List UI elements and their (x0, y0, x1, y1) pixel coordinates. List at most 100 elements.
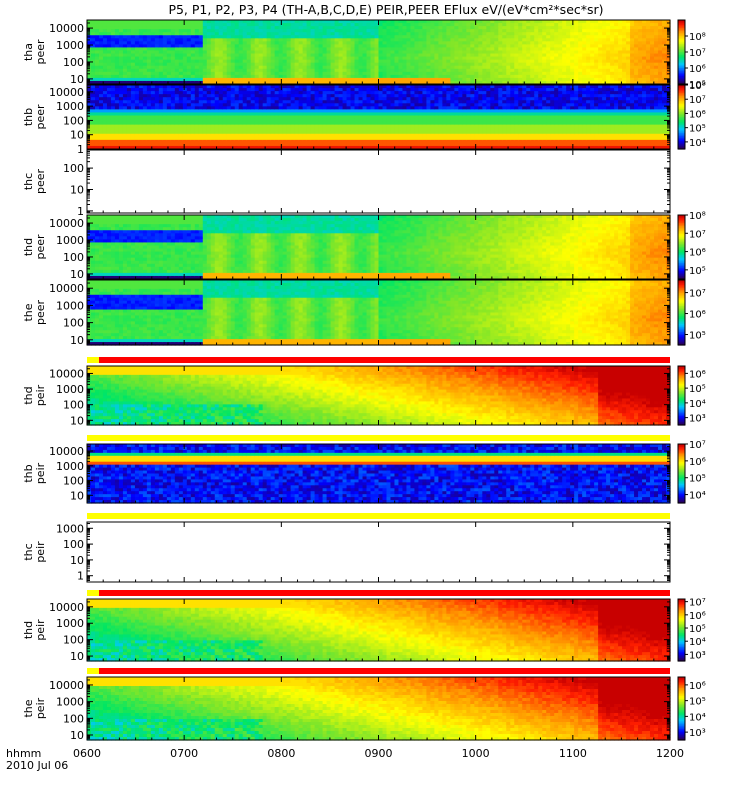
y-tick-label: 100 (63, 56, 84, 69)
colorbar-tick-label: 10⁵ (689, 80, 706, 91)
y-axis-label: peir (34, 462, 47, 484)
colorbar: 10³ 10⁴ 10⁵ 10⁶ 10⁷ (677, 598, 706, 662)
y-tick-label: 1000 (56, 100, 84, 113)
y-axis-label: thb (22, 108, 35, 126)
colorbar-tick-label: 10⁴ (689, 399, 706, 410)
colorbar-tick-label: 10⁷ (689, 598, 706, 609)
y-tick-label: 10 (70, 729, 84, 742)
spectrogram-image (87, 599, 671, 662)
spectrogram-image (87, 280, 671, 346)
panel-thd-peer: 10 100 1000 10000 thd peer 10⁵ 10⁶ 10⁷ 10⁸ (22, 211, 706, 281)
y-tick-label: 1000 (56, 299, 84, 312)
y-tick-label: 100 (63, 251, 84, 264)
flag-bar (87, 435, 670, 441)
y-tick-label: 10 (70, 129, 84, 142)
y-tick-label: 1 (77, 143, 84, 156)
y-axis-label: peer (34, 104, 47, 130)
spectrogram-image (87, 20, 671, 85)
y-tick-label: 10000 (49, 22, 84, 35)
colorbar-tick-label: 10⁶ (689, 369, 706, 380)
colorbar-tick-label: 10⁴ (689, 491, 706, 502)
panel-frame (86, 149, 671, 214)
y-axis-label: thd (22, 621, 35, 639)
y-tick-label: 10000 (49, 445, 84, 458)
y-tick-label: 10 (70, 334, 84, 347)
x-tick-label: 0600 (73, 747, 101, 760)
panel-frame (86, 521, 671, 583)
y-tick-label: 100 (63, 634, 84, 647)
y-axis-label: the (22, 303, 35, 321)
spectrogram-image (87, 215, 671, 280)
y-axis-label: thc (22, 543, 35, 560)
y-tick-label: 1000 (56, 39, 84, 52)
spectrogram-image (87, 444, 671, 504)
y-tick-label: 1 (77, 205, 84, 218)
y-axis-label: thd (22, 238, 35, 256)
colorbar: 10³ 10⁴ 10⁵ 10⁶ (677, 676, 706, 741)
x-tick-label: 1000 (462, 747, 490, 760)
y-tick-label: 100 (63, 162, 84, 175)
spectrogram-image (87, 85, 671, 150)
colorbar-tick-label: 10⁶ (689, 457, 706, 468)
y-tick-label: 1000 (56, 696, 84, 709)
colorbar: 10⁴ 10⁵ 10⁶ 10⁷ (677, 440, 706, 504)
colorbar: 10⁵ 10⁶ 10⁷ 10⁸ (677, 19, 706, 91)
flag-bar (87, 357, 670, 363)
y-tick-label: 10000 (49, 679, 84, 692)
y-tick-label: 10 (70, 489, 84, 502)
y-axis-label: peir (34, 697, 47, 719)
colorbar-tick-label: 10⁶ (689, 310, 706, 321)
panel-thc-peer: 1 10 100 thc peer (22, 149, 671, 218)
y-axis-label: the (22, 699, 35, 717)
flag-bar-start (87, 590, 99, 596)
colorbar-tick-label: 10³ (689, 728, 706, 739)
colorbar-tick-label: 10⁵ (689, 124, 706, 135)
panel-tha-peer: 10 100 1000 10000 tha peer 10⁵ 10⁶ 10⁷ 10⁸ (22, 19, 706, 91)
x-tick-label: 0900 (365, 747, 393, 760)
flag-bar (87, 513, 670, 519)
x-tick-label: 1200 (656, 747, 684, 760)
colorbar-tick-label: 10⁴ (689, 637, 706, 648)
panel-thc-peir: 1 10 100 1000 thc peir (22, 513, 671, 583)
colorbar-tick-label: 10⁶ (689, 64, 706, 75)
colorbar-tick-label: 10⁸ (689, 211, 706, 222)
y-tick-label: 10000 (49, 367, 84, 380)
spectrogram-image (87, 366, 671, 426)
y-tick-label: 10000 (49, 601, 84, 614)
spectrogram-image (87, 677, 671, 741)
figure-title: P5, P1, P2, P3, P4 (TH-A,B,C,D,E) PEIR,P… (168, 2, 603, 17)
colorbar-tick-label: 10⁵ (689, 331, 706, 342)
y-tick-label: 10 (70, 414, 84, 427)
y-axis-label: thc (22, 173, 35, 190)
colorbar-tick-label: 10⁷ (689, 289, 706, 300)
y-tick-label: 100 (63, 538, 84, 551)
colorbar-tick-label: 10⁵ (689, 474, 706, 485)
panel-the-peir: 10 100 1000 10000 the peir 10³ 10⁴ 10⁵ 10⁶ (22, 668, 706, 742)
y-tick-label: 10 (70, 650, 84, 663)
x-tick-label: 1100 (559, 747, 587, 760)
colorbar-tick-label: 10⁸ (689, 81, 706, 92)
colorbar-tick-label: 10⁴ (689, 712, 706, 723)
y-tick-label: 10000 (49, 282, 84, 295)
time-axis-label: hhmm (6, 747, 41, 760)
panel-the-peer: 10 100 1000 10000 the peer 10⁵ 10⁶ 10⁷ (22, 279, 706, 347)
y-tick-label: 1000 (56, 460, 84, 473)
y-axis-label: peer (34, 39, 47, 65)
y-tick-label: 1000 (56, 522, 84, 535)
y-tick-label: 100 (63, 399, 84, 412)
y-axis-label: peir (34, 619, 47, 641)
flag-bar-start (87, 668, 99, 674)
y-tick-label: 100 (63, 317, 84, 330)
y-axis-label: peer (34, 169, 47, 195)
colorbar-tick-label: 10⁵ (689, 697, 706, 708)
colorbar-tick-label: 10⁸ (689, 32, 706, 43)
y-axis-label: thb (22, 464, 35, 482)
y-tick-label: 100 (63, 114, 84, 127)
flag-bar (87, 590, 670, 596)
colorbar-tick-label: 10⁴ (689, 138, 706, 149)
y-axis-label: peir (34, 541, 47, 563)
y-axis-label: tha (22, 43, 35, 61)
